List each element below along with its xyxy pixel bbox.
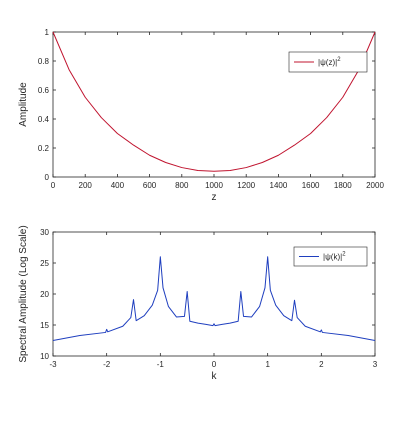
- bottom-plot-legend-label-base: |ψ(k)|: [323, 253, 342, 262]
- top-plot-y-tick-label: 1: [45, 28, 50, 37]
- bottom-plot-x-tick-label: -3: [49, 360, 57, 369]
- top-plot-x-tick-label: 1600: [302, 181, 320, 190]
- top-plot-y-tick-label: 0.4: [38, 115, 50, 124]
- top-plot-legend-label-base: |ψ(z)|: [318, 58, 337, 67]
- top-plot-legend: |ψ(z)|2: [288, 51, 368, 73]
- top-plot-y-axis-label: Amplitude: [18, 82, 29, 127]
- top-plot-x-tick-label: 400: [111, 181, 125, 190]
- bottom-plot-x-tick-label: 2: [319, 360, 324, 369]
- top-plot-series: [52, 31, 376, 172]
- bottom-plot-legend-box: [293, 246, 368, 267]
- bottom-plot-x-tick-label: -2: [103, 360, 111, 369]
- bottom-plot-series: [52, 256, 376, 341]
- top-plot-x-tick-label: 1400: [270, 181, 288, 190]
- top-plot-legend-label: |ψ(z)|2: [318, 57, 341, 67]
- bottom-plot-x-ticks: -3 -2 -1 0 1 2 3: [49, 232, 378, 369]
- bottom-plot-y-ticks: 10 15 20 25 30: [40, 228, 375, 361]
- top-plot-x-tick-label: 1000: [205, 181, 223, 190]
- top-plot-x-tick-label: 1800: [334, 181, 352, 190]
- top-plot-x-tick-label: 800: [175, 181, 189, 190]
- top-plot-x-tick-label: 0: [51, 181, 56, 190]
- bottom-plot-legend-label: |ψ(k)|2: [323, 252, 346, 262]
- bottom-plot-x-tick-label: 0: [212, 360, 217, 369]
- bottom-plot-legend-label-superscript: 2: [342, 252, 346, 258]
- bottom-plot-y-tick-label: 25: [40, 259, 49, 268]
- top-plot-x-tick-label: 200: [79, 181, 93, 190]
- top-plot-y-tick-label: 0.6: [38, 86, 50, 95]
- top-plot-legend-box: [288, 51, 368, 73]
- bottom-plot-legend: |ψ(k)|2: [293, 246, 368, 267]
- bottom-plot-x-tick-label: 3: [373, 360, 378, 369]
- bottom-plot-y-tick-label: 30: [40, 228, 49, 237]
- top-plot-y-tick-label: 0.8: [38, 57, 50, 66]
- bottom-plot-y-tick-label: 15: [40, 321, 49, 330]
- top-plot: 0 200 400 600 800 1000 1200 1400 1600 1800 2000 00…: [18, 28, 384, 203]
- bottom-plot-series-line: [52, 256, 376, 341]
- bottom-plot-y-tick-label: 10: [40, 352, 49, 361]
- top-plot-legend-label-superscript: 2: [337, 57, 341, 63]
- top-plot-x-tick-label: 1200: [237, 181, 255, 190]
- bottom-plot-x-tick-label: 1: [265, 360, 270, 369]
- top-plot-y-tick-label: 0.2: [38, 144, 50, 153]
- bottom-plot-y-axis-label: Spectral Amplitude (Log Scale): [18, 225, 29, 362]
- top-plot-x-tick-label: 600: [143, 181, 157, 190]
- top-plot-x-tick-label: 2000: [366, 181, 384, 190]
- top-plot-x-ticks: 0 200 400 600 800 1000 1200 1400 1600 1800 2000: [51, 32, 384, 190]
- bottom-plot-x-axis-label: k: [212, 371, 218, 382]
- top-plot-x-axis-label: z: [212, 192, 217, 203]
- bottom-plot: -3 -2 -1 0 1 2 3 10 15 20 25 30 k Spectral Amplitu…: [18, 225, 378, 382]
- bottom-plot-x-tick-label: -1: [157, 360, 165, 369]
- top-plot-series-line: [52, 31, 376, 172]
- top-plot-y-tick-label: 0: [45, 173, 50, 182]
- bottom-plot-y-tick-label: 20: [40, 290, 49, 299]
